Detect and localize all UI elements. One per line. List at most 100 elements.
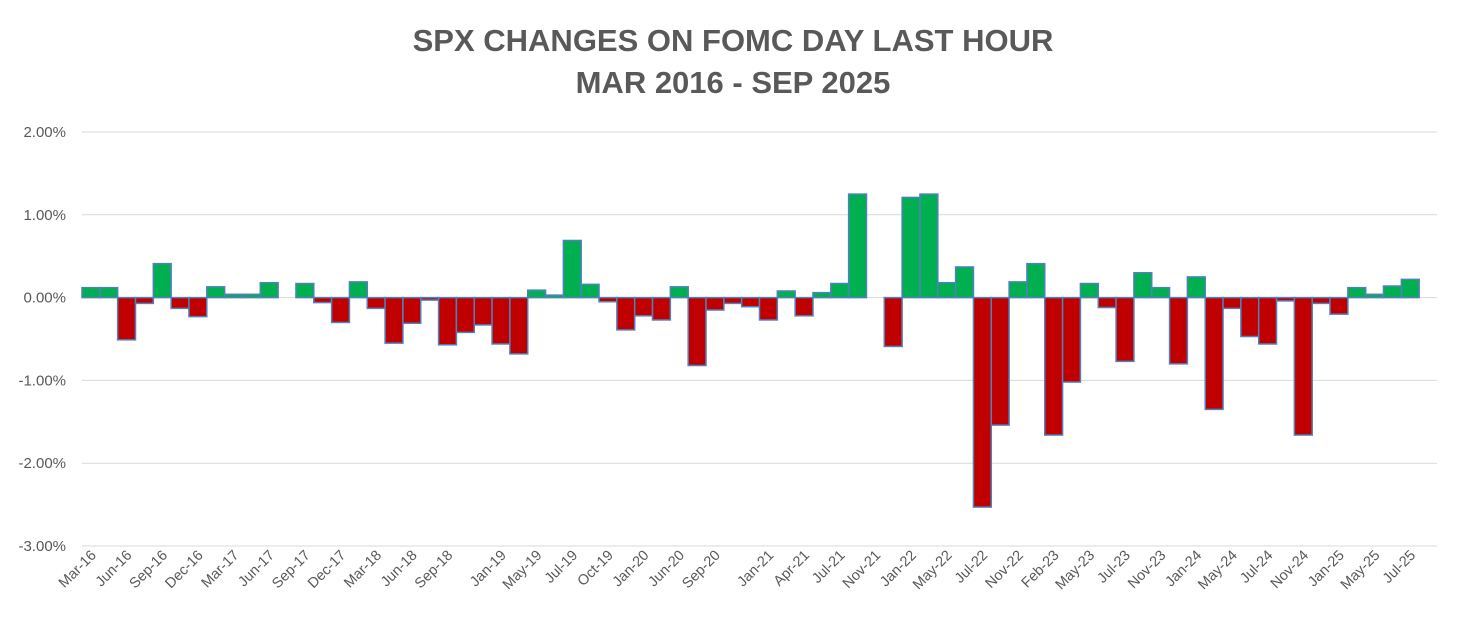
bar xyxy=(1168,296,1189,365)
bar xyxy=(1008,281,1028,299)
bar xyxy=(509,296,529,355)
bar xyxy=(830,282,850,299)
bar xyxy=(651,296,672,321)
x-tick-label: May-22 xyxy=(910,548,956,594)
x-tick-label: Jul-25 xyxy=(1380,548,1419,587)
bar xyxy=(616,296,636,331)
bar xyxy=(366,296,386,310)
bar xyxy=(241,293,262,299)
y-tick-label: -3.00% xyxy=(18,538,66,555)
x-tick-label: Jul-19 xyxy=(542,548,581,587)
x-tick-label: Sep-16 xyxy=(127,548,171,592)
bar xyxy=(883,296,903,348)
bar xyxy=(420,296,440,301)
y-tick-label: -1.00% xyxy=(18,372,66,389)
bar xyxy=(1311,296,1331,305)
bar xyxy=(170,296,190,310)
x-tick-label: May-24 xyxy=(1195,548,1241,594)
bar xyxy=(1293,296,1313,436)
bar xyxy=(794,296,814,317)
bar xyxy=(580,283,600,299)
x-tick-label: Apr-21 xyxy=(771,548,813,590)
bar xyxy=(1150,286,1171,299)
bar xyxy=(1364,293,1385,299)
bar xyxy=(1382,285,1403,299)
y-tick-label: 1.00% xyxy=(23,207,66,224)
bar xyxy=(1044,296,1064,436)
bar xyxy=(384,296,404,344)
x-tick-label: Jan-20 xyxy=(610,548,653,591)
bar xyxy=(1257,296,1278,345)
bar xyxy=(937,281,957,299)
y-tick-label: 0.00% xyxy=(23,290,66,307)
bar xyxy=(598,296,618,303)
bar xyxy=(1240,296,1260,338)
bar xyxy=(633,296,654,317)
y-tick-label: 2.00% xyxy=(23,124,66,141)
x-tick-label: Nov-21 xyxy=(840,548,884,592)
x-tick-label: Sep-18 xyxy=(412,548,456,592)
bar xyxy=(1133,272,1153,299)
bar xyxy=(776,290,796,299)
chart-title: SPX CHANGES ON FOMC DAY LAST HOUR xyxy=(412,23,1054,58)
x-tick-label: Sep-17 xyxy=(269,548,313,592)
bar xyxy=(1079,282,1100,299)
bar xyxy=(134,296,155,305)
bar xyxy=(491,296,511,345)
x-tick-label: Oct-19 xyxy=(575,548,617,590)
bar xyxy=(295,282,315,299)
bar xyxy=(544,294,565,299)
bar xyxy=(1026,262,1046,299)
bar xyxy=(687,296,707,367)
bar xyxy=(81,286,101,299)
bar xyxy=(526,289,547,299)
x-tick-label: Nov-23 xyxy=(1125,548,1169,592)
bar xyxy=(954,266,975,299)
x-axis-ticks: Mar-16Jun-16Sep-16Dec-16Mar-17Jun-17Sep-… xyxy=(56,548,1419,594)
bar xyxy=(1347,286,1367,299)
chart-subtitle: MAR 2016 - SEP 2025 xyxy=(575,65,891,100)
bar xyxy=(705,296,725,311)
bar xyxy=(348,281,369,299)
bar xyxy=(847,193,868,299)
x-tick-label: Dec-17 xyxy=(305,548,349,592)
bar xyxy=(1115,296,1135,363)
bar xyxy=(402,296,422,325)
bar xyxy=(1222,296,1242,310)
bar xyxy=(455,296,475,334)
bar xyxy=(1204,296,1224,411)
gridlines xyxy=(82,131,1437,547)
chart-title-block: SPX CHANGES ON FOMC DAY LAST HOUR MAR 20… xyxy=(0,20,1466,104)
bar xyxy=(223,293,244,299)
bar xyxy=(1400,278,1420,299)
bar xyxy=(1097,296,1117,309)
bar xyxy=(812,291,832,299)
bar xyxy=(437,296,458,346)
bar xyxy=(313,296,333,304)
bar xyxy=(206,286,226,299)
bar xyxy=(990,296,1010,426)
bar xyxy=(330,296,351,324)
y-tick-label: -2.00% xyxy=(18,455,66,472)
x-tick-label: Nov-22 xyxy=(982,548,1026,592)
bar xyxy=(972,296,993,508)
x-tick-label: May-23 xyxy=(1053,548,1099,594)
bar xyxy=(116,296,137,341)
x-tick-label: May-25 xyxy=(1338,548,1384,594)
bar xyxy=(1186,276,1206,299)
bar xyxy=(1061,296,1082,383)
bar xyxy=(562,239,582,299)
bar xyxy=(901,196,921,299)
bar xyxy=(919,193,939,299)
bar xyxy=(152,262,172,299)
bar xyxy=(1275,296,1296,302)
bar xyxy=(758,296,779,321)
x-tick-label: May-19 xyxy=(500,548,546,594)
x-tick-label: Sep-20 xyxy=(679,548,723,592)
x-tick-label: Mar-17 xyxy=(199,548,243,592)
x-tick-label: Nov-24 xyxy=(1268,548,1312,592)
bar xyxy=(99,286,119,299)
x-tick-label: Dec-16 xyxy=(162,548,206,592)
bar xyxy=(669,286,689,299)
